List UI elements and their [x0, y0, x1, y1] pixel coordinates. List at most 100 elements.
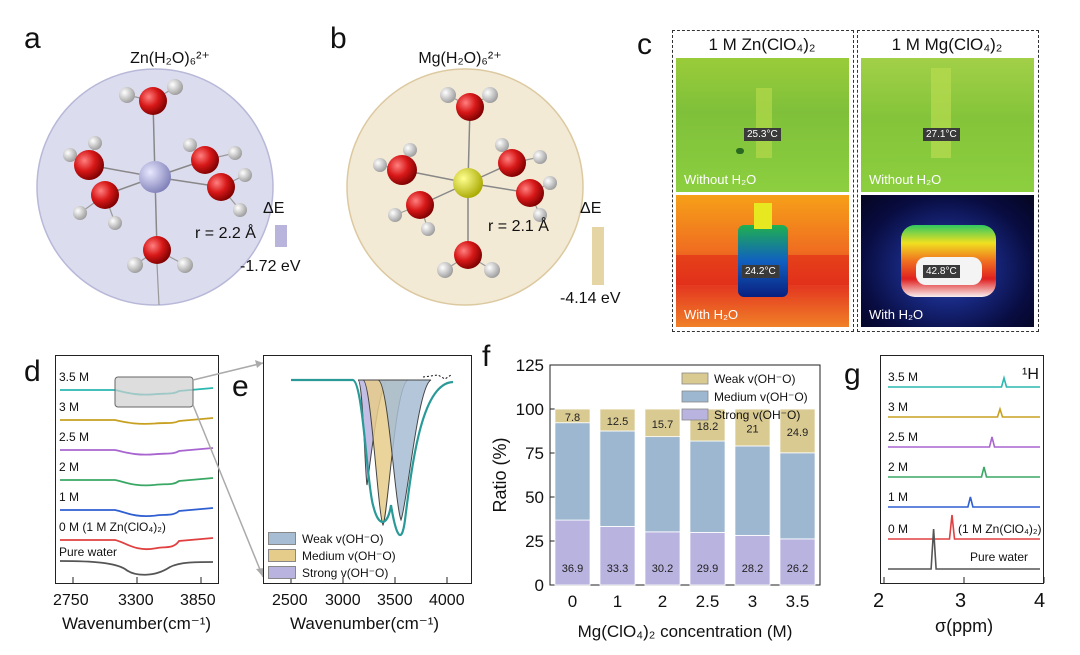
nmr-curve	[888, 375, 1040, 388]
legend-swatch	[681, 390, 709, 403]
bar-data-label: 24.9	[787, 427, 808, 439]
legend-swatch	[268, 549, 296, 562]
panel-g-xlabel: σ(ppm)	[935, 616, 994, 636]
panel-e-xtick-1: 3000	[325, 592, 361, 609]
bar-segment	[554, 408, 591, 424]
panel-g-nucleus-label: ¹H	[1022, 366, 1039, 383]
ftir-curve	[60, 417, 214, 425]
nmr-curve-label: Pure water	[970, 550, 1028, 564]
bar-segment	[644, 408, 681, 438]
panel-e-xlabel: Wavenumber(cm⁻¹)	[290, 614, 440, 633]
bar-data-label: 33.3	[607, 563, 628, 575]
nmr-curve	[888, 496, 1040, 508]
legend-swatch	[681, 408, 709, 421]
nmr-curve	[888, 436, 1040, 448]
temp-readout-mg-dry: 27.1°C	[923, 128, 960, 141]
bar-segment	[734, 534, 771, 586]
bar-data-label: 29.9	[697, 563, 718, 575]
bar-segment	[734, 408, 771, 447]
panel-e-xtick-3: 4000	[429, 592, 465, 609]
bar-segment	[554, 519, 591, 586]
nmr-curve-label: 2.5 M	[888, 430, 918, 444]
bar-segment	[644, 436, 681, 533]
bar-segment	[689, 440, 726, 533]
bar-segment	[734, 445, 771, 536]
legend-swatch	[268, 566, 296, 579]
ftir-curve-label: 3 M	[59, 400, 80, 414]
legend-swatch	[268, 532, 296, 545]
nmr-curve	[888, 528, 1040, 570]
legend-label: Medium v(OH⁻O)	[714, 390, 808, 404]
bar-segment	[644, 531, 681, 586]
legend-entry: Weak v(OH⁻O)	[268, 530, 418, 547]
panel-letter-e: e	[232, 370, 249, 403]
panel-d-xlabel: Wavenumber(cm⁻¹)	[62, 614, 212, 633]
caption-zn-dry: Without H₂O	[684, 172, 757, 187]
legend-entry: Strong v(OH⁻O)	[268, 564, 418, 581]
legend-label: Weak v(OH⁻O)	[302, 531, 384, 546]
panel-a-delta-label: ΔE	[263, 200, 285, 217]
nmr-curve-label: 3.5 M	[888, 370, 918, 384]
panel-e-deconvolution-plot	[263, 355, 472, 584]
panel-b-energy-bar	[592, 227, 604, 285]
panel-c-col-title-mg: 1 M Mg(ClO₄)₂	[891, 35, 1003, 54]
y-tick-label: 25	[525, 532, 544, 551]
ftir-curve	[60, 477, 214, 487]
bar-data-label: 18.2	[697, 421, 718, 433]
ftir-curve-label: 2.5 M	[59, 430, 90, 444]
panel-d-xtick-0: 2750	[53, 592, 89, 609]
ftir-curve	[60, 447, 214, 456]
panel-letter-c: c	[637, 28, 652, 61]
panel-b-delta-label: ΔE	[580, 200, 602, 217]
panel-e-xtick-2: 3500	[377, 592, 413, 609]
panel-b-title: Mg(H₂O)₆²⁺	[418, 50, 502, 67]
bar-segment	[779, 452, 816, 540]
temp-readout-mg-wet: 42.8°C	[923, 265, 960, 278]
panel-a-radius: r = 2.2 Å	[195, 225, 256, 242]
zn-hydrate-molecule	[36, 68, 274, 306]
bar-data-label: 12.5	[607, 416, 628, 428]
ftir-curve	[60, 507, 214, 518]
x-tick-label: 3	[748, 592, 757, 611]
bar-segment	[599, 430, 636, 527]
panel-g-xtick-1: 3	[955, 590, 967, 612]
caption-mg-dry: Without H₂O	[869, 172, 942, 187]
x-tick-label: 0	[568, 592, 577, 611]
panel-e-xtick-0: 2500	[272, 592, 308, 609]
panel-letter-g: g	[844, 358, 861, 391]
ftir-curve-label: 3.5 M	[59, 370, 90, 384]
legend-label: Medium v(OH⁻O)	[302, 548, 396, 563]
panel-g-xtick-2: 4	[1034, 590, 1046, 612]
temp-readout-zn-wet: 24.2°C	[742, 265, 779, 278]
panel-a-title: Zn(H₂O)₆²⁺	[130, 50, 210, 67]
caption-zn-wet: With H₂O	[684, 307, 739, 322]
bar-data-label: 28.2	[742, 563, 763, 575]
bar-data-label: 36.9	[562, 563, 583, 575]
nmr-curve	[888, 514, 1040, 540]
panel-letter-d: d	[24, 355, 41, 388]
y-axis-label: Ratio (%)	[490, 437, 510, 512]
camera-frame-zn	[672, 30, 854, 332]
legend-label: Strong v(OH⁻O)	[302, 565, 389, 580]
panel-letter-b: b	[330, 22, 347, 55]
bar-segment	[689, 531, 726, 586]
thermal-image-zn-dry: 25.3°C Without H₂O	[676, 58, 849, 192]
x-tick-label: 2	[658, 592, 667, 611]
legend-label: Strong v(OH⁻O)	[714, 408, 800, 422]
x-tick-label: 2.5	[696, 592, 720, 611]
bar-segment	[779, 408, 816, 454]
y-tick-label: 0	[535, 576, 544, 595]
ftir-curve	[60, 537, 214, 551]
bar-data-label: 7.8	[565, 412, 580, 424]
panel-f-stacked-bar-chart: 0 25 50 75 100 125 Ratio (%) 0 1 2 2.5 3 3.5 Mg(ClO₄)…	[490, 356, 821, 641]
y-tick-label: 50	[525, 488, 544, 507]
panel-d-ftir-plot	[55, 355, 219, 584]
panel-e-legend: Weak v(OH⁻O) Medium v(OH⁻O) Strong v(OH⁻O)	[268, 530, 418, 581]
thermal-image-mg-dry: 27.1°C Without H₂O	[861, 58, 1034, 192]
nmr-curve-label: 2 M	[888, 460, 908, 474]
thermal-image-mg-wet: 42.8°C With H₂O	[861, 195, 1034, 327]
panel-b-delta-value: -4.14 eV	[560, 290, 621, 307]
panel-d-xtick-2: 3850	[180, 592, 216, 609]
bar-data-label: 26.2	[787, 563, 808, 575]
mg-hydrate-molecule	[346, 68, 584, 306]
